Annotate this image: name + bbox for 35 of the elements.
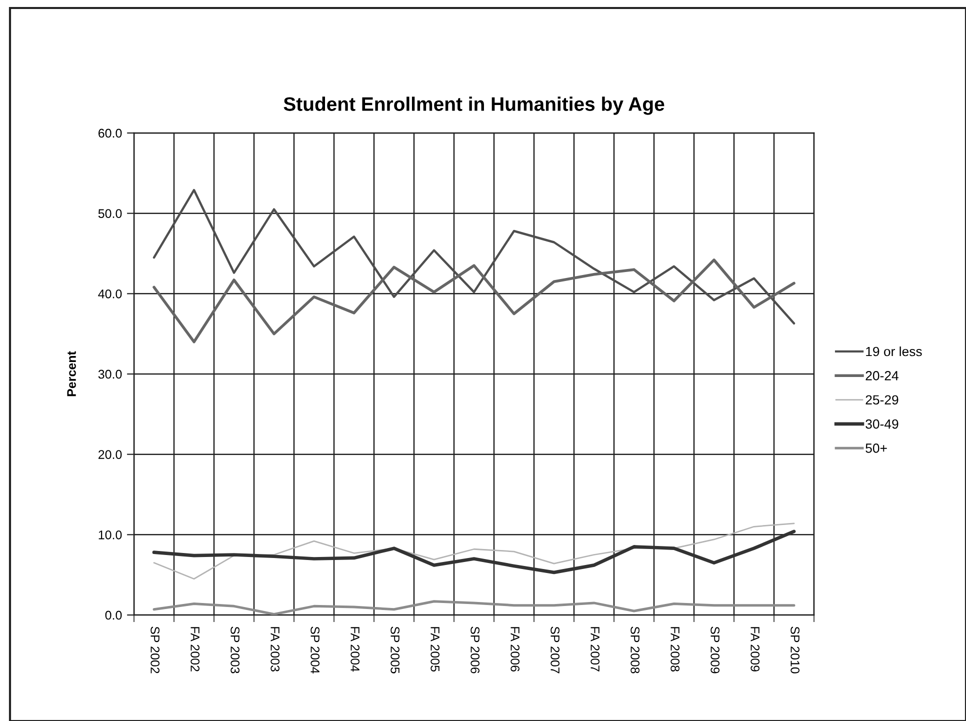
- chart-title: Student Enrollment in Humanities by Age: [284, 96, 664, 115]
- x-tick-label: SP 2006: [470, 626, 480, 674]
- y-tick-label: 10.0: [98, 530, 122, 540]
- line-series: [152, 258, 796, 344]
- x-tick-label: FA 2002: [190, 627, 200, 672]
- x-tick-label: SP 2007: [550, 626, 560, 674]
- x-tick-label: SP 2003: [230, 626, 240, 674]
- line-series: [152, 530, 796, 574]
- line-series: [152, 188, 796, 324]
- y-tick-label: 50.0: [98, 209, 122, 218]
- x-tick-label: FA 2006: [510, 627, 520, 672]
- legend-label: 30-49: [866, 419, 898, 429]
- y-tick-label: 20.0: [98, 450, 122, 459]
- x-tick-label: SP 2004: [310, 626, 320, 674]
- y-tick-label: 60.0: [98, 128, 122, 138]
- x-tick-label: SP 2010: [790, 626, 800, 674]
- x-tick-label: FA 2005: [430, 627, 440, 672]
- legend-label: 19 or less: [866, 346, 922, 356]
- x-tick-label: FA 2009: [750, 627, 760, 672]
- x-tick-label: SP 2009: [710, 626, 720, 674]
- legend-label: 20-24: [866, 371, 898, 380]
- y-axis-title: Percent: [67, 351, 76, 396]
- y-tick-label: 0.0: [105, 610, 122, 620]
- y-tick-label: 30.0: [98, 370, 122, 379]
- legend-label: 50+: [866, 444, 887, 453]
- x-tick-label: FA 2008: [670, 627, 680, 672]
- x-tick-label: SP 2008: [630, 626, 640, 674]
- x-tick-label: FA 2004: [350, 627, 360, 672]
- line-series: [152, 600, 796, 615]
- x-tick-label: FA 2003: [270, 627, 280, 672]
- legend-label: 25-29: [866, 395, 898, 405]
- y-tick-label: 40.0: [98, 289, 122, 298]
- x-tick-label: SP 2005: [390, 626, 400, 674]
- x-tick-label: FA 2007: [590, 627, 600, 672]
- x-tick-label: SP 2002: [150, 626, 160, 674]
